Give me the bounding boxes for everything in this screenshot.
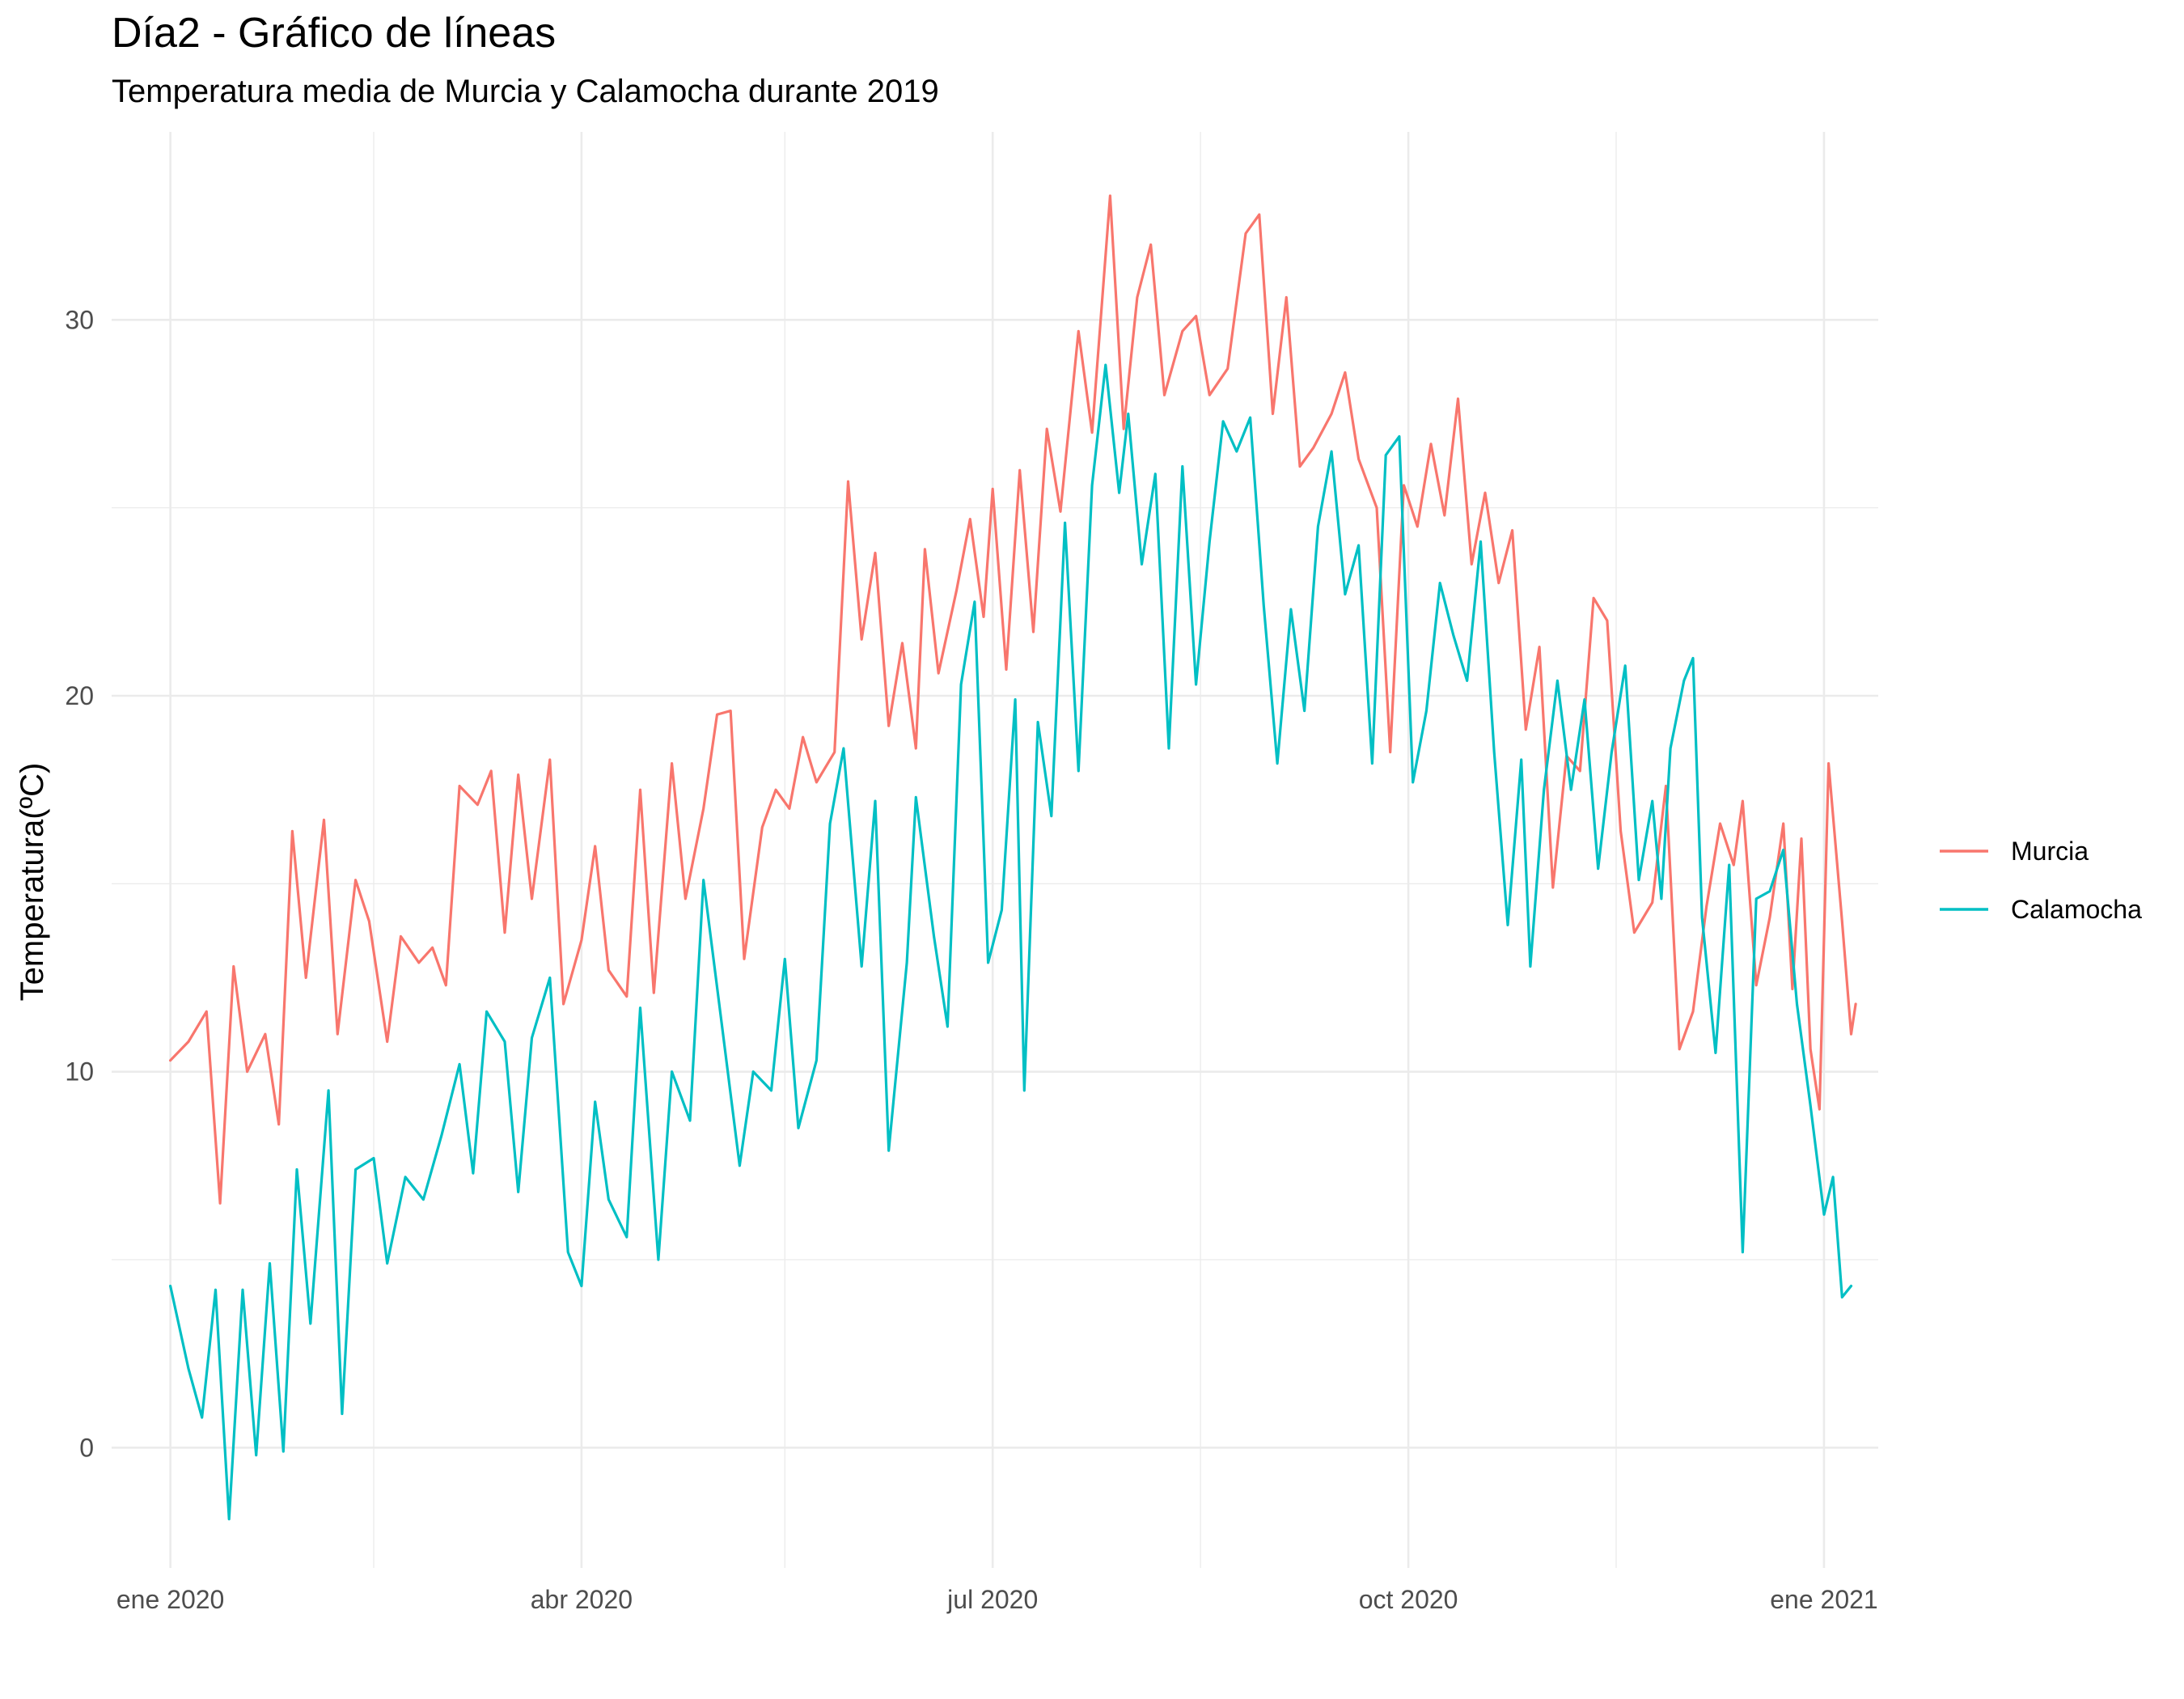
series-layer (169, 194, 1857, 1521)
series-line-murcia (169, 194, 1857, 1205)
series-line-calamocha (169, 363, 1853, 1521)
y-tick-label: 0 (79, 1433, 94, 1462)
x-axis-ticks: ene 2020 abr 2020 jul 2020 oct 2020 ene 2021 (116, 1585, 1878, 1614)
x-tick-label: abr 2020 (531, 1585, 633, 1614)
chart-subtitle: Temperatura media de Murcia y Calamocha … (112, 74, 939, 109)
y-tick-label: 30 (65, 305, 94, 334)
chart-title: Día2 - Gráfico de líneas (112, 10, 556, 57)
y-tick-label: 10 (65, 1057, 94, 1087)
x-tick-label: ene 2021 (1770, 1585, 1877, 1614)
y-axis-ticks: 0 10 20 30 (65, 305, 94, 1462)
x-tick-label: jul 2020 (946, 1585, 1038, 1614)
y-tick-label: 20 (65, 681, 94, 710)
x-tick-label: oct 2020 (1359, 1585, 1458, 1614)
x-tick-label: ene 2020 (116, 1585, 224, 1614)
legend-label-calamocha: Calamocha (2011, 895, 2142, 924)
y-axis-title: Temperatura(ºC) (15, 763, 50, 1002)
grid (112, 132, 1878, 1568)
legend: Murcia Calamocha (1940, 837, 2142, 924)
legend-label-murcia: Murcia (2011, 837, 2089, 866)
